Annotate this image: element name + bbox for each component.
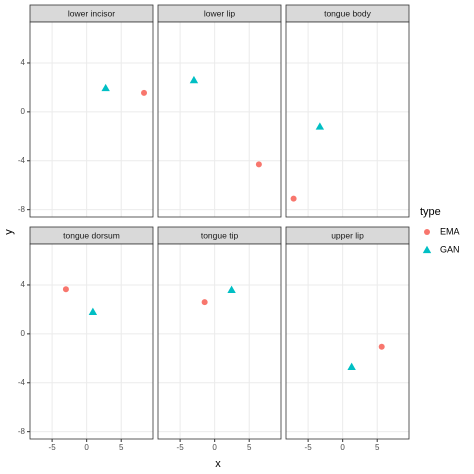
point [378,343,385,350]
x-tick-label: 5 [375,443,380,452]
y-tick-label: -8 [18,205,26,214]
facet-title: upper lip [331,230,364,240]
facet-title: lower lip [204,8,235,18]
y-tick-label: -4 [18,378,26,387]
x-tick-label: -5 [305,443,313,452]
y-tick-label: 4 [21,58,26,67]
x-tick-label: 0 [340,443,345,452]
x-tick-label: 5 [119,443,124,452]
point [201,299,208,306]
y-tick-label: 0 [21,107,26,116]
panel-border [285,243,410,440]
y-tick-label: -8 [18,427,26,436]
legend-label: EMA [440,226,460,236]
point [315,122,325,130]
x-tick-label: -5 [177,443,185,452]
panel [30,22,153,217]
point [101,83,110,92]
panel-border [29,21,154,218]
x-tick-label: -5 [49,443,57,452]
legend-key [424,229,430,235]
panel [158,22,281,217]
panel [286,22,409,217]
panel [286,244,409,439]
point [189,75,199,84]
point [88,307,98,316]
panel-border [157,21,282,218]
point [141,89,148,96]
x-axis-title: x [215,458,221,470]
point [62,286,69,293]
y-tick-label: 4 [21,280,26,289]
x-tick-label: 0 [84,443,89,452]
point [290,195,297,202]
y-axis-title: y [3,229,15,235]
panel-border [285,21,410,218]
x-tick-label: 5 [247,443,252,452]
panel-border [29,243,154,440]
y-tick-label: 0 [21,329,26,338]
point [227,285,236,293]
legend-label: GAN [440,244,460,254]
facet-title: tongue body [324,8,372,18]
panel [30,244,153,439]
panel-border [157,243,282,440]
point [255,161,262,168]
facet-title: tongue tip [201,230,239,240]
panel [158,244,281,439]
legend-key [422,245,432,254]
x-tick-label: 0 [212,443,217,452]
legend-title: type [420,206,441,218]
y-tick-label: -4 [18,156,26,165]
facet-title: lower incisor [68,8,115,18]
point [347,362,356,371]
facet-title: tongue dorsum [63,230,120,240]
